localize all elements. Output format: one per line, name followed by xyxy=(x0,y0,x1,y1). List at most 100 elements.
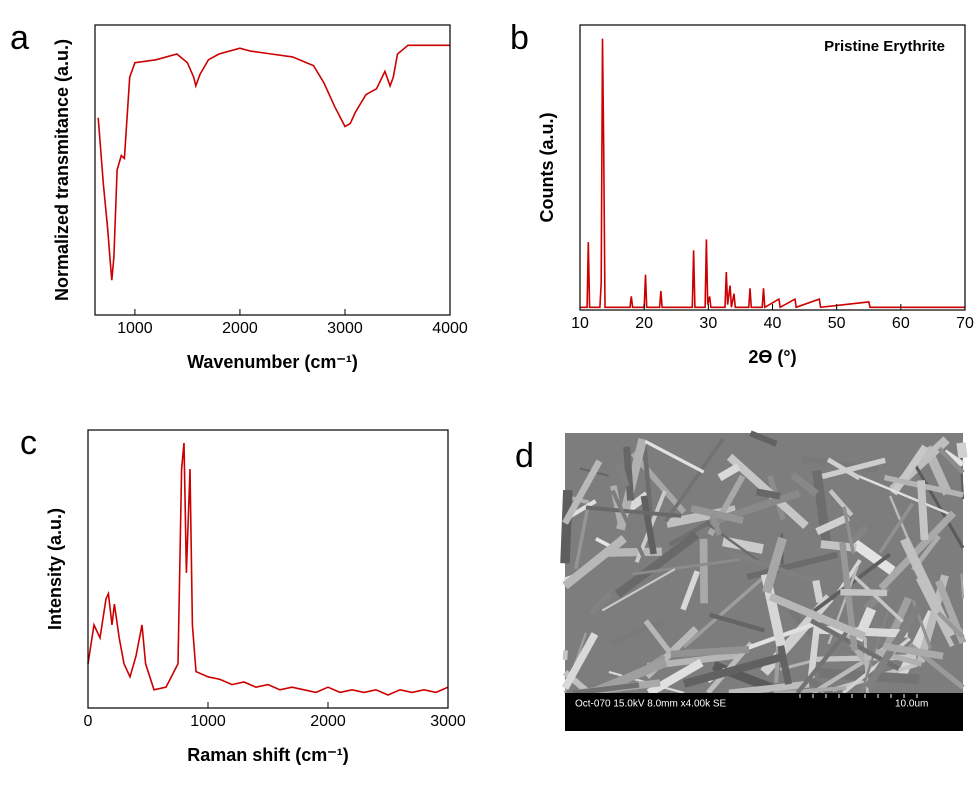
x-tick-label: 60 xyxy=(892,315,910,332)
data-line xyxy=(97,44,450,281)
crystal xyxy=(840,588,888,597)
crystal xyxy=(682,652,785,688)
panel-label: c xyxy=(20,424,37,462)
crystal xyxy=(717,463,741,482)
y-axis-label: Counts (a.u.) xyxy=(537,113,557,223)
crystal xyxy=(960,573,965,599)
crystal xyxy=(614,531,700,598)
crystal xyxy=(755,488,781,500)
crystal xyxy=(795,626,852,695)
crystal xyxy=(848,524,869,546)
crystal xyxy=(561,632,599,690)
crystal xyxy=(722,536,764,554)
data-line xyxy=(580,38,965,309)
crystal xyxy=(562,459,603,525)
crystal xyxy=(917,480,929,541)
panel-label: d xyxy=(515,437,534,475)
crystal xyxy=(572,682,640,696)
crystal xyxy=(601,568,676,612)
y-axis-label: Intensity (a.u.) xyxy=(45,508,65,630)
x-tick-label: 40 xyxy=(764,315,782,332)
crystal xyxy=(749,430,778,447)
x-tick-label: 10 xyxy=(571,315,589,332)
annotation: Pristine Erythrite xyxy=(824,38,945,55)
panel-label: b xyxy=(510,19,529,57)
crystal xyxy=(623,446,635,501)
x-axis-label: Wavenumber (cm⁻¹) xyxy=(187,352,358,372)
crystal xyxy=(643,619,674,656)
x-tick-label: 50 xyxy=(828,315,846,332)
crystal xyxy=(828,489,854,517)
crystal xyxy=(646,658,704,697)
x-tick-label: 3000 xyxy=(430,713,466,730)
crystal xyxy=(610,619,665,645)
x-tick-label: 1000 xyxy=(190,713,226,730)
crystal xyxy=(585,505,682,518)
crystal xyxy=(826,457,861,481)
crystal xyxy=(790,472,819,497)
crystal xyxy=(850,538,896,576)
axes-frame xyxy=(94,24,451,316)
crystal xyxy=(632,558,740,576)
crystal xyxy=(668,518,715,547)
crystal xyxy=(728,680,810,697)
crystal xyxy=(912,462,965,549)
crystal xyxy=(610,489,648,563)
crystal xyxy=(936,611,965,639)
crystal xyxy=(709,514,722,536)
crystal xyxy=(774,686,847,695)
y-axis-label: Normalized transmitance (a.u.) xyxy=(52,39,72,301)
crystal xyxy=(574,503,591,570)
crystal xyxy=(890,444,929,496)
crystal xyxy=(815,514,850,535)
crystal xyxy=(562,535,627,590)
crystal xyxy=(850,472,950,515)
x-tick-label: 2000 xyxy=(310,713,346,730)
crystal xyxy=(670,645,750,658)
crystal xyxy=(589,591,613,615)
crystal xyxy=(878,510,957,591)
crystal xyxy=(644,440,705,474)
crystal xyxy=(708,612,766,633)
x-tick-label: 1000 xyxy=(117,320,153,337)
crystal xyxy=(883,642,944,660)
crystal xyxy=(768,592,867,641)
crystal xyxy=(860,610,890,694)
crystal xyxy=(875,648,923,667)
x-tick-label: 2000 xyxy=(222,320,258,337)
crystal xyxy=(680,570,701,611)
crystal xyxy=(641,440,653,511)
crystal xyxy=(821,457,886,480)
crystal xyxy=(762,536,787,594)
crystal xyxy=(878,502,915,554)
x-tick-label: 3000 xyxy=(327,320,363,337)
crystal xyxy=(690,504,744,524)
x-tick-label: 30 xyxy=(699,315,717,332)
axes-frame xyxy=(87,429,449,709)
data-line xyxy=(87,442,449,696)
crystal xyxy=(699,538,709,604)
x-axis-label: 2ϴ (°) xyxy=(748,347,796,367)
panel-label: a xyxy=(10,19,29,57)
crystal xyxy=(820,540,857,552)
crystal xyxy=(851,573,904,623)
crystal xyxy=(682,576,765,649)
crystal xyxy=(562,650,568,661)
crystal xyxy=(777,645,793,685)
crystal xyxy=(630,451,687,515)
crystal xyxy=(640,495,657,555)
x-tick-label: 70 xyxy=(956,315,974,332)
crystal xyxy=(560,489,573,564)
sem-scale: 10.0um xyxy=(895,699,928,710)
x-tick-label: 4000 xyxy=(432,320,468,337)
crystal xyxy=(818,667,920,685)
crystal xyxy=(956,442,968,459)
crystal xyxy=(615,462,630,488)
info-bar xyxy=(565,693,963,731)
crystal xyxy=(812,579,824,603)
crystal xyxy=(746,551,838,580)
sem-caption: Oct-070 15.0kV 8.0mm x4.00k SE xyxy=(575,699,727,710)
x-tick-label: 0 xyxy=(84,713,93,730)
crystal xyxy=(664,437,725,523)
